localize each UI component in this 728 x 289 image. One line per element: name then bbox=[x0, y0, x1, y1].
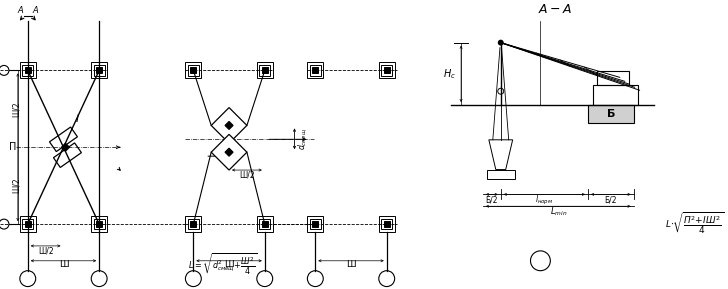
Text: Б: Б bbox=[606, 109, 615, 119]
Text: Ш/2: Ш/2 bbox=[12, 101, 21, 117]
Text: $l_{норм}$: $l_{норм}$ bbox=[535, 194, 553, 207]
Bar bbox=[310, 65, 321, 76]
Bar bbox=[94, 65, 105, 76]
Bar bbox=[310, 219, 321, 229]
Polygon shape bbox=[211, 108, 247, 143]
Bar bbox=[186, 216, 201, 232]
Bar bbox=[379, 62, 395, 78]
Bar bbox=[307, 216, 323, 232]
Text: $H_c$: $H_c$ bbox=[443, 67, 456, 81]
Text: Ш/2: Ш/2 bbox=[38, 247, 53, 256]
Bar bbox=[259, 219, 270, 229]
Bar bbox=[307, 62, 323, 78]
Bar bbox=[257, 62, 273, 78]
Text: Ш: Ш bbox=[347, 260, 356, 269]
Bar bbox=[379, 216, 395, 232]
Text: П: П bbox=[9, 142, 17, 152]
Bar bbox=[20, 62, 36, 78]
Bar bbox=[91, 62, 107, 78]
Bar bbox=[597, 71, 629, 85]
Bar bbox=[25, 221, 31, 227]
Polygon shape bbox=[225, 121, 233, 129]
Text: Ш: Ш bbox=[59, 260, 68, 269]
Bar bbox=[384, 221, 389, 227]
Bar bbox=[91, 216, 107, 232]
Bar bbox=[188, 65, 199, 76]
Bar bbox=[23, 219, 33, 229]
Bar bbox=[23, 65, 33, 76]
Bar bbox=[593, 85, 638, 105]
Bar bbox=[94, 219, 105, 229]
Text: A: A bbox=[17, 6, 23, 15]
Text: Б/2: Б/2 bbox=[486, 195, 498, 204]
Bar bbox=[96, 221, 102, 227]
Bar bbox=[190, 67, 197, 73]
Bar bbox=[312, 67, 318, 73]
Text: Ш: Ш bbox=[224, 260, 234, 269]
Bar bbox=[381, 65, 392, 76]
Bar bbox=[588, 105, 633, 123]
Bar bbox=[487, 170, 515, 179]
Bar bbox=[384, 67, 389, 73]
Text: Б/2: Б/2 bbox=[604, 195, 617, 204]
Bar bbox=[190, 221, 197, 227]
Text: $d_{смещ}$: $d_{смещ}$ bbox=[296, 128, 309, 150]
Text: $L{=}\sqrt{d^2_{смещ}{+}\dfrac{Ш^2}{4}}$: $L{=}\sqrt{d^2_{смещ}{+}\dfrac{Ш^2}{4}}$ bbox=[189, 252, 258, 277]
Text: $L{\cdot}\sqrt{\dfrac{П^2{+}IШ^2}{4}}$: $L{\cdot}\sqrt{\dfrac{П^2{+}IШ^2}{4}}$ bbox=[665, 211, 724, 237]
Bar bbox=[186, 62, 201, 78]
Circle shape bbox=[498, 40, 504, 46]
Bar bbox=[257, 216, 273, 232]
Bar bbox=[262, 67, 268, 73]
Bar bbox=[262, 221, 268, 227]
Text: $L_{min}$: $L_{min}$ bbox=[550, 205, 567, 218]
Bar bbox=[96, 67, 102, 73]
Polygon shape bbox=[61, 143, 69, 151]
Text: Ш/2: Ш/2 bbox=[12, 178, 21, 193]
Bar bbox=[259, 65, 270, 76]
Text: Ш/2: Ш/2 bbox=[239, 171, 255, 180]
Bar bbox=[25, 67, 31, 73]
Polygon shape bbox=[211, 134, 247, 170]
Text: A: A bbox=[33, 6, 39, 15]
Bar bbox=[381, 219, 392, 229]
Bar bbox=[312, 221, 318, 227]
Text: $A-A$: $A-A$ bbox=[538, 3, 572, 16]
Bar bbox=[20, 216, 36, 232]
Text: I: I bbox=[76, 114, 79, 125]
Polygon shape bbox=[225, 148, 233, 156]
Bar bbox=[188, 219, 199, 229]
